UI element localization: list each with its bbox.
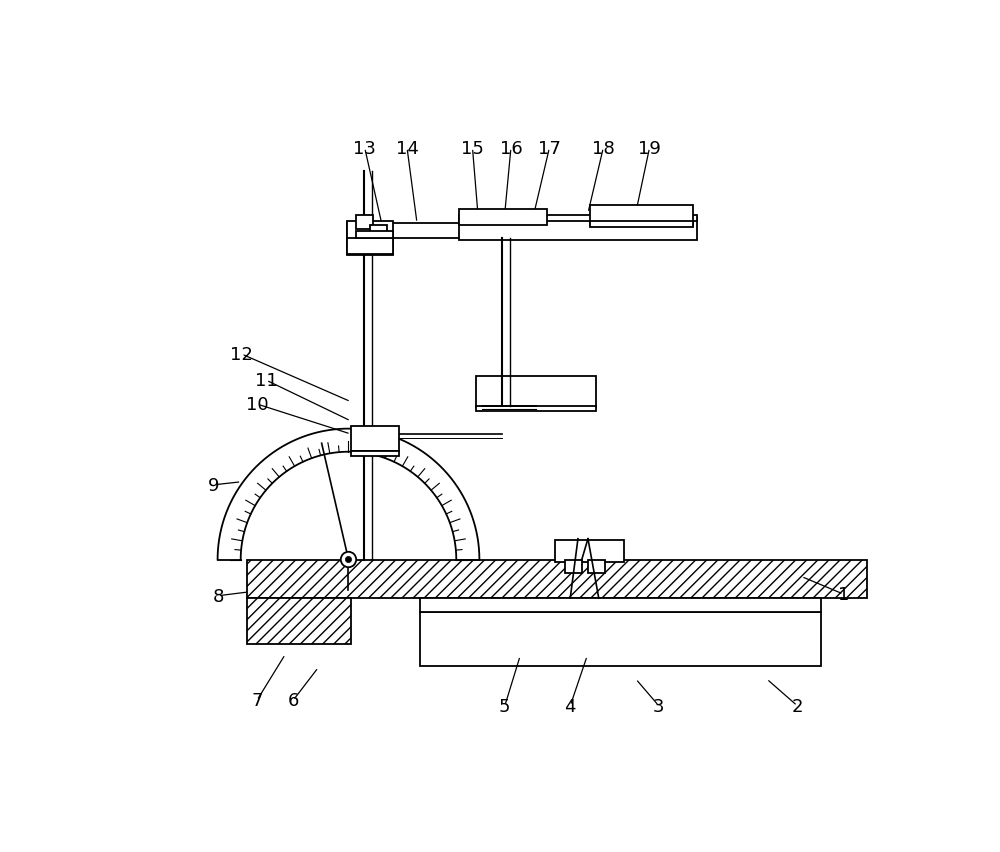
Bar [347,224,628,239]
Bar [590,206,693,225]
Bar [565,560,582,573]
Text: 3: 3 [653,697,665,715]
Text: 14: 14 [396,140,418,158]
Text: 7: 7 [251,692,263,710]
Bar [459,210,547,225]
Bar [459,216,697,222]
Text: 15: 15 [461,140,484,158]
Bar [555,541,624,562]
Circle shape [345,556,352,563]
Bar [351,452,399,457]
Circle shape [341,552,356,567]
Bar [351,427,399,452]
Bar [420,598,821,612]
Bar [356,216,373,230]
Text: 5: 5 [499,697,511,715]
Bar [476,377,596,407]
Text: 2: 2 [792,697,803,715]
Text: 17: 17 [538,140,561,158]
Text: 11: 11 [255,371,277,389]
Bar [459,219,697,240]
Bar [356,232,393,239]
Bar [347,239,393,255]
Text: 6: 6 [287,692,299,710]
Text: 12: 12 [230,346,253,364]
Text: 1: 1 [838,585,849,603]
Text: 4: 4 [564,697,576,715]
Bar [370,225,387,236]
Bar [347,222,393,256]
Bar [247,560,867,598]
Bar [588,560,605,573]
Text: 16: 16 [500,140,522,158]
Text: 8: 8 [213,587,224,605]
Bar [476,406,596,412]
Text: 9: 9 [208,476,219,494]
Text: 19: 19 [638,140,661,158]
Text: 10: 10 [246,395,268,413]
Text: 18: 18 [592,140,615,158]
Bar [590,222,693,227]
Text: 13: 13 [353,140,376,158]
Bar [247,598,351,644]
Bar [420,612,821,666]
